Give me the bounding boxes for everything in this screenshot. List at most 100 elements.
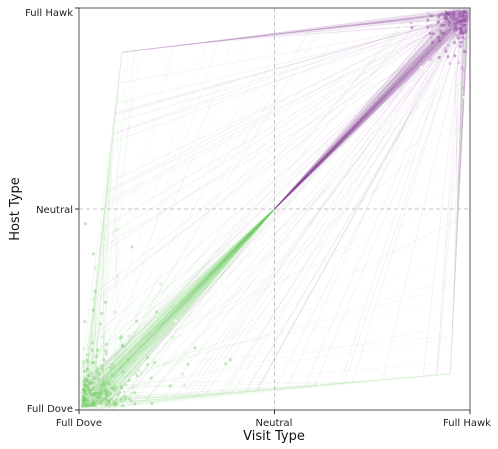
hawk-trajectory-line <box>274 10 459 210</box>
hawk-trajectory-line <box>202 16 466 44</box>
dove-data-point <box>93 398 97 402</box>
hawk-data-point <box>437 55 441 60</box>
hawk-trajectory-line <box>274 14 470 210</box>
dove-trajectory-line <box>84 208 275 390</box>
hawk-trajectory-line <box>454 12 460 276</box>
highlight-point <box>390 117 394 120</box>
hawk-data-point <box>461 13 465 17</box>
dove-data-point <box>87 346 91 350</box>
hawk-trajectory-line <box>274 12 460 210</box>
dove-data-point <box>99 383 103 387</box>
dove-data-point <box>96 374 100 378</box>
hawk-trajectory-line <box>274 10 468 210</box>
hawk-trajectory-line <box>187 8 462 45</box>
hawk-data-point <box>464 30 468 34</box>
dove-data-point <box>107 392 111 396</box>
dove-data-point <box>98 322 102 326</box>
dove-trajectory-line <box>88 208 275 400</box>
dove-trajectory-line <box>88 208 275 392</box>
dove-data-point <box>82 400 86 404</box>
dove-data-point <box>86 374 90 378</box>
dove-trajectory-line <box>112 208 275 410</box>
envelope-edge-line <box>82 373 451 407</box>
dove-trajectory-line <box>86 184 459 387</box>
dove-data-point <box>96 397 100 401</box>
highlight-point <box>336 283 340 286</box>
dove-data-point <box>224 362 228 366</box>
hawk-data-point <box>446 55 450 59</box>
dove-trajectory-line <box>102 50 136 409</box>
dove-data-point <box>100 395 104 399</box>
highlight-point <box>106 268 110 272</box>
hawk-trajectory-line <box>161 12 462 400</box>
dove-trajectory-line <box>80 208 275 410</box>
highlight-point <box>175 181 178 185</box>
dove-data-point <box>92 401 96 405</box>
dove-data-point <box>103 397 107 401</box>
dove-trajectory-line <box>79 59 122 384</box>
hawk-data-point <box>461 40 465 44</box>
axis-ticks <box>75 7 471 414</box>
hawk-data-point <box>447 11 451 15</box>
dove-data-point <box>82 386 87 390</box>
hawk-data-point <box>410 26 414 30</box>
highlight-point <box>423 23 426 27</box>
dove-data-point <box>121 404 125 408</box>
dove-data-point <box>95 391 100 395</box>
dove-trajectory-line <box>98 28 322 392</box>
dove-trajectory-line <box>120 208 275 407</box>
dove-data-point <box>106 393 110 397</box>
dove-data-point <box>114 402 118 406</box>
highlight-point <box>99 135 102 139</box>
hawk-data-point <box>448 61 452 66</box>
dove-trajectory-line <box>93 306 102 410</box>
dove-data-point <box>183 383 187 388</box>
dove-data-point <box>105 398 109 402</box>
dove-data-point <box>98 391 103 395</box>
dove-trajectory-line <box>99 208 275 396</box>
dove-data-point <box>86 369 90 373</box>
dove-data-point <box>82 369 86 373</box>
dove-data-point <box>186 362 190 366</box>
hawk-trajectory-line <box>274 14 470 210</box>
dove-trajectory-line <box>96 395 201 398</box>
dove-trajectory-line <box>95 393 223 410</box>
dove-data-point <box>91 377 95 382</box>
highlight-point <box>372 148 375 151</box>
dove-trajectory-line <box>96 208 275 392</box>
hawk-trajectory-line <box>102 10 467 228</box>
hawk-data-point <box>440 12 444 16</box>
dove-data-point <box>100 392 104 396</box>
hawk-data-point <box>436 20 440 24</box>
dove-trajectory-line <box>89 208 275 408</box>
dove-data-point <box>103 300 107 304</box>
dove-data-point <box>82 388 86 392</box>
dove-data-point <box>110 397 114 401</box>
hawk-trajectory-line <box>274 9 469 210</box>
dove-data-point <box>87 402 91 406</box>
hawk-data-point <box>453 19 457 23</box>
hawk-data-point <box>462 10 466 14</box>
dove-trajectory-line <box>86 208 275 383</box>
dove-trajectory-line <box>92 208 275 401</box>
dove-data-point <box>86 404 90 408</box>
hawk-trajectory-line <box>238 22 466 39</box>
hawk-data-point <box>451 25 455 29</box>
hawk-data-point <box>446 12 450 16</box>
dove-data-point <box>108 399 112 403</box>
dove-data-point <box>90 380 94 384</box>
hawk-data-point <box>463 17 467 21</box>
dove-data-point <box>120 343 124 347</box>
dove-trajectory-line <box>102 380 347 384</box>
dove-trajectory-line <box>92 208 275 386</box>
dove-data-point <box>90 392 94 396</box>
dove-data-point <box>107 386 111 390</box>
dove-trajectory-line <box>87 208 275 379</box>
hawk-data-point <box>449 12 453 16</box>
dove-data-point <box>85 367 89 371</box>
hawk-trajectory-line <box>104 11 470 207</box>
dove-data-point <box>228 358 232 362</box>
hawk-data-point <box>438 13 442 17</box>
hawk-trajectory-line <box>274 14 469 210</box>
